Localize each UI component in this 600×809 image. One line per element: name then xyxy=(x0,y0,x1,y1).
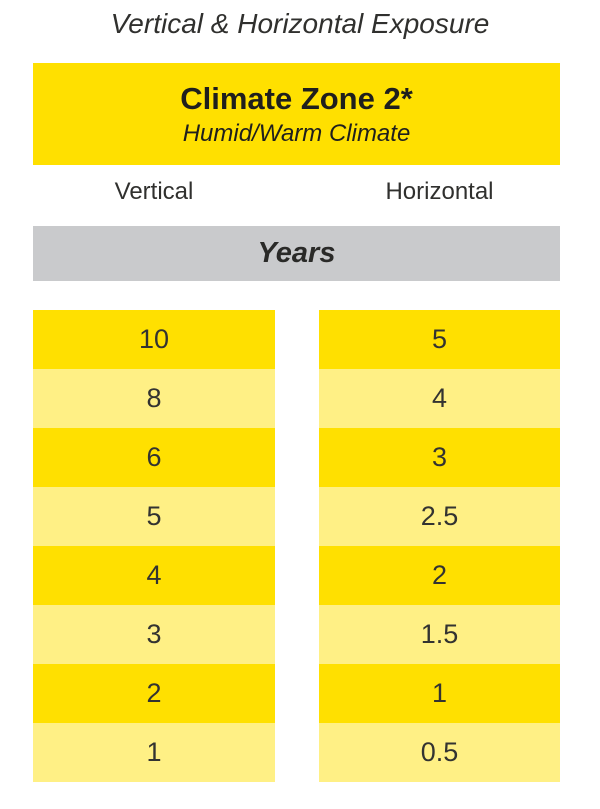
table-cell: 2 xyxy=(33,664,275,723)
years-band: Years xyxy=(33,226,560,281)
table-cell: 8 xyxy=(33,369,275,428)
page-title: Vertical & Horizontal Exposure xyxy=(110,8,490,39)
table-cell: 2 xyxy=(319,546,560,605)
climate-zone-title: Climate Zone 2* xyxy=(180,80,413,116)
column-label-horizontal: Horizontal xyxy=(385,178,494,205)
column-label-vertical: Vertical xyxy=(114,178,194,205)
table-cell: 1 xyxy=(33,723,275,782)
vertical-years-column: 10 8 6 5 4 3 2 1 xyxy=(33,310,275,782)
table-cell: 2.5 xyxy=(319,487,560,546)
table-cell: 1 xyxy=(319,664,560,723)
table-cell: 4 xyxy=(319,369,560,428)
table-cell: 5 xyxy=(33,487,275,546)
climate-zone-header: Climate Zone 2* Humid/Warm Climate xyxy=(33,63,560,165)
climate-zone-subtitle: Humid/Warm Climate xyxy=(182,119,411,147)
table-cell: 10 xyxy=(33,310,275,369)
horizontal-years-column: 5 4 3 2.5 2 1.5 1 0.5 xyxy=(319,310,560,782)
table-cell: 4 xyxy=(33,546,275,605)
table-cell: 3 xyxy=(33,605,275,664)
table-cell: 0.5 xyxy=(319,723,560,782)
table-cell: 6 xyxy=(33,428,275,487)
table-cell: 3 xyxy=(319,428,560,487)
table-cell: 5 xyxy=(319,310,560,369)
table-cell: 1.5 xyxy=(319,605,560,664)
years-band-label: Years xyxy=(257,237,336,269)
